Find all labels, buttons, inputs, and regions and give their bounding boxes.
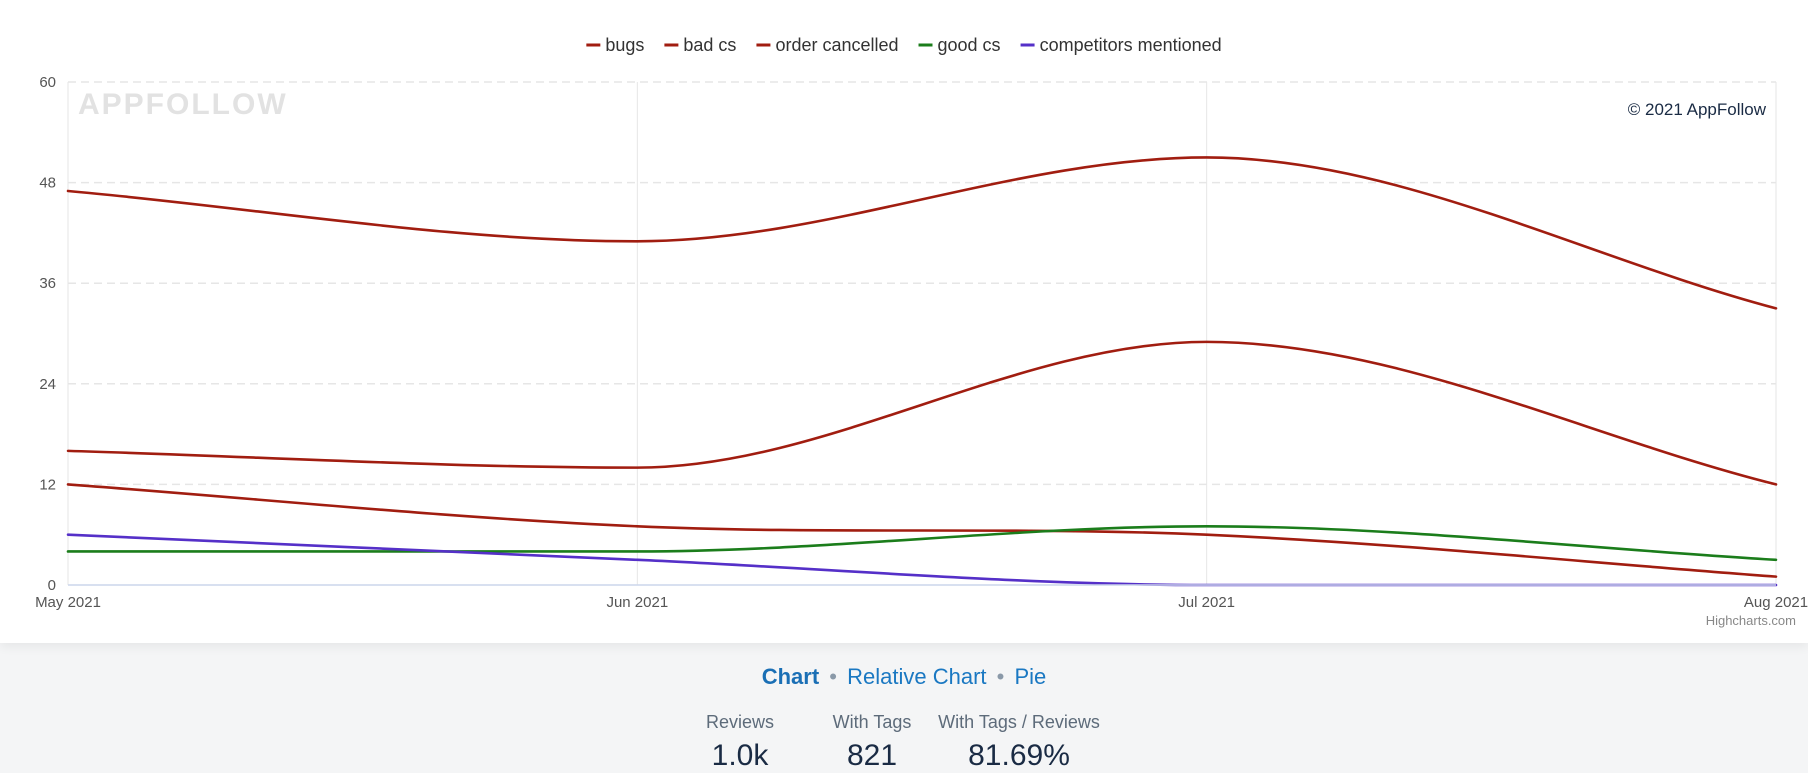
separator-dot: • — [996, 664, 1005, 689]
series-line[interactable] — [66, 483, 1778, 578]
legend-label: order cancelled — [775, 35, 898, 55]
stat-value: 81.69% — [968, 739, 1070, 772]
grid — [67, 81, 1777, 585]
separator-dot: • — [829, 664, 837, 689]
series-line[interactable] — [66, 156, 1778, 310]
y-tick-label: 0 — [48, 577, 56, 594]
x-tick-label: May 2021 — [35, 594, 101, 611]
stat-tags-ratio: With Tags / Reviews 81.69% — [936, 712, 1102, 773]
legend[interactable]: bugs bad cs order cancelled good cs competit… — [586, 35, 1222, 55]
axes: 0 12 24 36 48 60 May 2021 Jun 2021 Jul 2021 Aug 2… — [35, 74, 1808, 611]
line-chart: bugs bad cs order cancelled good cs competit… — [35, 35, 1808, 628]
legend-label: bad cs — [683, 35, 736, 55]
series-group — [66, 156, 1778, 587]
pie-view-link[interactable]: Pie — [1014, 664, 1047, 689]
legend-item[interactable]: bad cs — [664, 35, 736, 55]
copyright-label: © 2021 AppFollow — [1628, 100, 1767, 119]
stat-reviews: Reviews 1.0k — [690, 712, 790, 773]
relative-chart-view-link[interactable]: Relative Chart — [847, 664, 987, 689]
legend-item[interactable]: competitors mentioned — [1020, 35, 1222, 55]
stats-summary: Reviews 1.0k With Tags 821 With Tags / R… — [0, 712, 1808, 772]
chart-view-link[interactable]: Chart — [761, 664, 820, 689]
watermark-logo: APPFOLLOW — [78, 88, 288, 121]
legend-label: good cs — [938, 35, 1001, 55]
stat-label: Reviews — [705, 712, 775, 732]
series-line[interactable] — [66, 525, 1778, 562]
stat-label: With Tags / Reviews — [938, 712, 1100, 732]
series-line[interactable] — [66, 340, 1778, 486]
y-tick-label: 24 — [39, 376, 56, 393]
x-tick-label: Aug 2021 — [1744, 594, 1808, 611]
stat-with-tags: With Tags 821 — [820, 712, 924, 773]
legend-item[interactable]: bugs — [586, 35, 644, 55]
y-tick-label: 60 — [39, 74, 56, 91]
y-tick-label: 48 — [39, 175, 56, 192]
y-tick-label: 12 — [39, 476, 56, 493]
view-switch: Chart • Relative Chart • Pie — [0, 664, 1808, 690]
stat-value: 821 — [846, 739, 898, 772]
legend-label: bugs — [605, 35, 644, 55]
x-tick-label: Jul 2021 — [1178, 594, 1235, 611]
highcharts-credits[interactable]: Highcharts.com — [1706, 613, 1796, 628]
x-tick-label: Jun 2021 — [606, 594, 668, 611]
y-tick-label: 36 — [39, 275, 56, 292]
stat-label: With Tags — [832, 712, 912, 732]
stat-value: 1.0k — [711, 739, 769, 772]
legend-item[interactable]: good cs — [918, 35, 1001, 55]
legend-label: competitors mentioned — [1040, 35, 1222, 55]
legend-item[interactable]: order cancelled — [756, 35, 899, 55]
chart-panel: bugs bad cs order cancelled good cs competit… — [0, 0, 1808, 643]
